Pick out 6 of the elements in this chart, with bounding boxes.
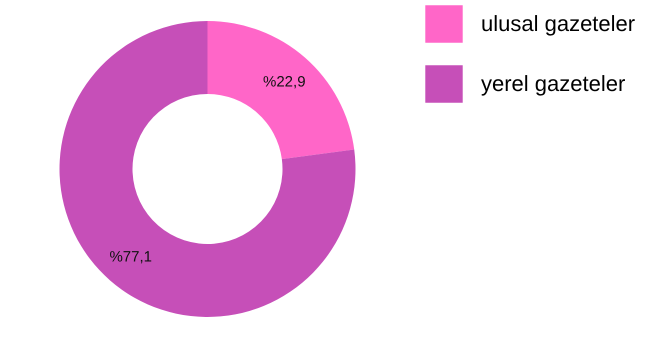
data-label: %77,1 — [109, 248, 152, 266]
donut-slice — [208, 21, 354, 160]
legend-label: yerel gazeteler — [481, 71, 626, 96]
donut-slice — [60, 21, 356, 317]
legend-label: ulusal gazeteler — [481, 11, 636, 36]
data-label: %22,9 — [262, 73, 306, 90]
